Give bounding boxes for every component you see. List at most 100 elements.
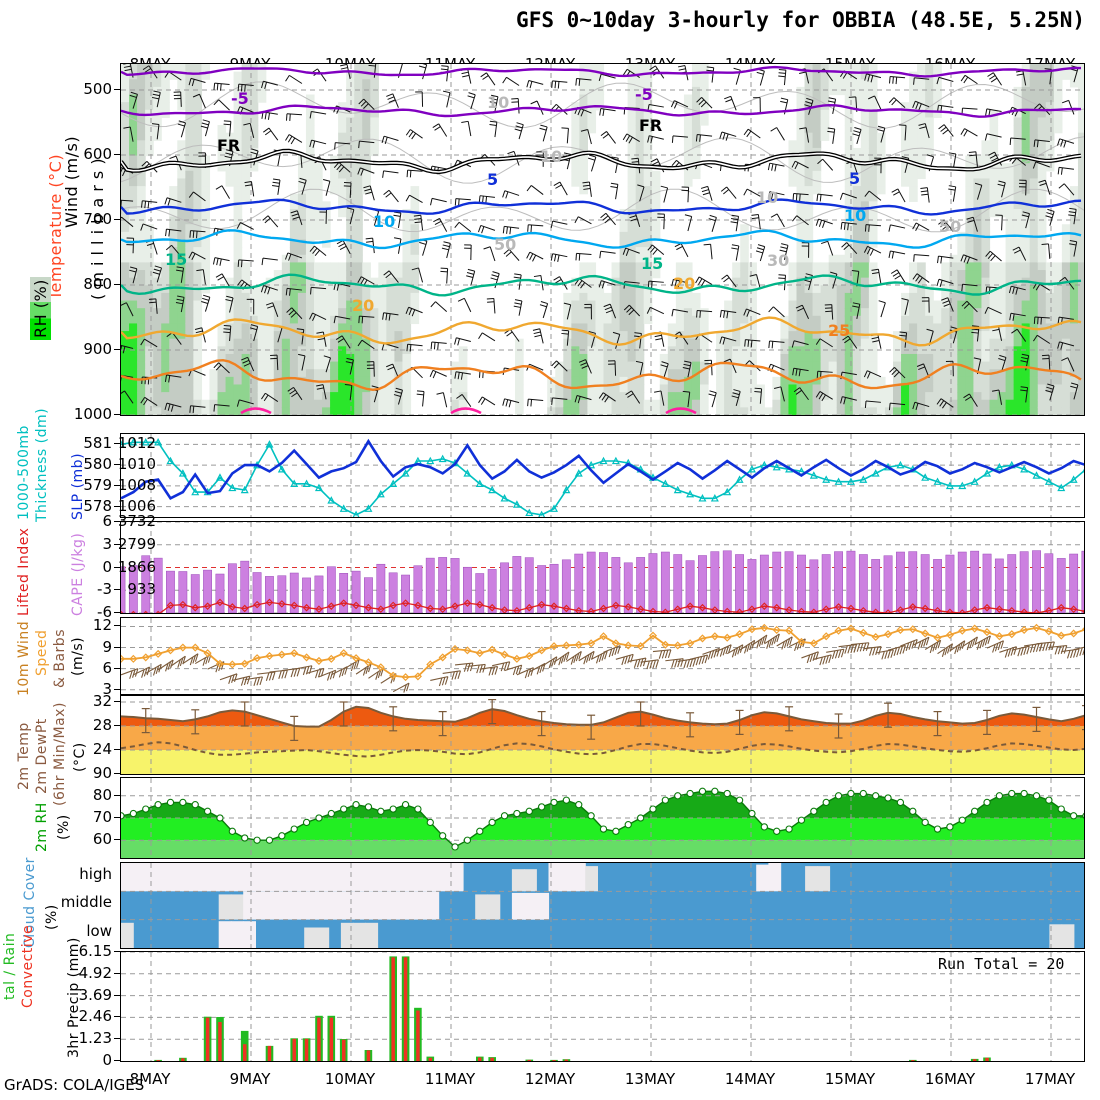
axis-tick-label: 0 — [102, 557, 112, 576]
axis-tick-mark — [114, 154, 120, 155]
footer-credit: GrADS: COLA/IGES — [4, 1076, 145, 1094]
axis-title: Thickness (dm) — [34, 407, 50, 522]
axis-tick-label: 4.92 — [78, 963, 112, 982]
contour-label: 10 — [373, 212, 395, 231]
axis-tick-mark — [114, 749, 120, 750]
run-total-label: Run Total = 20 — [938, 955, 1065, 973]
axis-tick-label: 32 — [92, 692, 112, 710]
date-label-16may: 16MAY — [924, 1070, 976, 1088]
cloud-cover-plot — [121, 863, 1084, 948]
axis-title: 2m Temp — [16, 722, 32, 790]
axis-tick-label: 700 — [83, 210, 112, 228]
axis-tick-label: 600 — [83, 145, 112, 163]
contour-label: 30 — [767, 251, 789, 270]
cloud-cover-panel[interactable] — [120, 862, 1085, 949]
date-label-10may: 10MAY — [324, 1070, 376, 1088]
axis-tick-mark — [114, 817, 120, 818]
thickness-slp-panel[interactable] — [120, 433, 1085, 518]
date-label-17may: 17MAY — [1024, 1070, 1076, 1088]
axis-tick-mark — [114, 972, 120, 974]
axis-tick-mark — [114, 725, 120, 726]
axis-tick-mark — [114, 543, 120, 545]
axis-tick-mark — [114, 414, 120, 415]
date-label-8may: 8MAY — [129, 1070, 171, 1088]
axis-tick-label: 1866 — [117, 557, 156, 576]
axis-title: 1000-500mb — [16, 425, 32, 520]
precip-panel[interactable] — [120, 951, 1085, 1062]
axis-title: CAPE (J/kg) — [70, 532, 86, 616]
cape-lifted-index-panel[interactable] — [120, 521, 1085, 614]
axis-title: 2m RH — [34, 802, 50, 852]
contour-label: -5 — [231, 89, 249, 108]
date-label-15may: 15MAY — [824, 1070, 876, 1088]
axis-tick-label: 9 — [102, 637, 112, 656]
cloud-row-label-low: low — [86, 921, 112, 940]
axis-title: tal / Rain — [2, 932, 18, 1000]
axis-title: & Barbs — [52, 629, 68, 688]
axis-tick-label: 0 — [102, 1051, 112, 1069]
axis-tick-mark — [114, 1016, 120, 1018]
temp2m-panel[interactable] — [120, 695, 1085, 775]
axis-tick-mark — [114, 443, 120, 445]
contour-label: 10 — [756, 188, 778, 207]
axis-tick-label: 500 — [83, 80, 112, 98]
axis-title: RH (%) — [30, 277, 51, 340]
axis-tick-label: 6 — [102, 658, 112, 677]
axis-tick-mark — [114, 994, 120, 996]
axis-tick-label: 579 — [83, 475, 112, 494]
axis-tick-mark — [114, 1060, 120, 1061]
axis-tick-label: 70 — [92, 808, 112, 826]
axis-tick-label: 800 — [83, 275, 112, 293]
axis-tick-label: 1010 — [117, 455, 156, 474]
date-label-13may: 13MAY — [624, 1070, 676, 1088]
axis-tick-mark — [114, 219, 120, 220]
axis-tick-label: 3.69 — [78, 985, 112, 1004]
axis-tick-label: 3 — [102, 534, 112, 553]
axis-tick-mark — [114, 688, 120, 690]
axis-title: (°C) — [72, 742, 88, 772]
axis-tick-label: 90 — [92, 763, 112, 782]
axis-title: (%) — [44, 904, 60, 930]
axis-title: Convective — [20, 924, 36, 1008]
contour-label: 5 — [487, 170, 498, 189]
rh2m-panel[interactable] — [120, 777, 1085, 859]
axis-tick-mark — [114, 794, 120, 796]
contour-label: 10 — [487, 93, 509, 112]
cape-lifted-index-plot — [121, 522, 1084, 613]
upper-air-panel[interactable]: -5 -5 FR FR 5 5 10 10 15 15 20 20 25 10 10 10 50 30 50 — [120, 63, 1085, 416]
wind10m-panel[interactable] — [120, 617, 1085, 695]
axis-tick-label: 3732 — [117, 512, 156, 530]
axis-tick-mark — [114, 951, 120, 952]
axis-tick-label: -6 — [97, 603, 112, 621]
axis-tick-mark — [114, 646, 120, 648]
axis-tick-mark — [114, 505, 120, 507]
contour-label: FR — [639, 116, 662, 135]
axis-tick-label: 2.46 — [78, 1007, 112, 1026]
axis-tick-mark — [114, 701, 120, 702]
contour-label: 50 — [939, 217, 961, 236]
contour-label: 5 — [849, 169, 860, 188]
axis-tick-mark — [114, 89, 120, 90]
axis-tick-mark — [114, 464, 120, 466]
date-label-11may: 11MAY — [424, 1070, 476, 1088]
axis-title: Speed — [34, 629, 50, 676]
axis-tick-label: 900 — [83, 340, 112, 358]
axis-tick-mark — [114, 839, 120, 841]
axis-title: (6hr Min/Max) — [52, 702, 68, 806]
axis-title: (m/s) — [70, 636, 86, 676]
contour-label: FR — [217, 136, 240, 155]
axis-tick-mark — [114, 1038, 120, 1040]
contour-label: 15 — [641, 254, 663, 273]
rh2m-plot — [121, 778, 1084, 858]
axis-title: Lifted Index — [16, 527, 32, 616]
axis-title: 2m DewPt — [34, 718, 50, 794]
axis-tick-label: 2799 — [117, 534, 156, 553]
axis-tick-label: 581 — [83, 434, 112, 453]
axis-tick-mark — [114, 566, 120, 568]
axis-tick-label: 24 — [92, 740, 112, 758]
axis-title: (%) — [56, 814, 72, 840]
cloud-row-label-middle: middle — [60, 893, 112, 912]
contour-label: 20 — [352, 296, 374, 315]
date-label-14may: 14MAY — [724, 1070, 776, 1088]
axis-tick-label: 28 — [92, 716, 112, 734]
